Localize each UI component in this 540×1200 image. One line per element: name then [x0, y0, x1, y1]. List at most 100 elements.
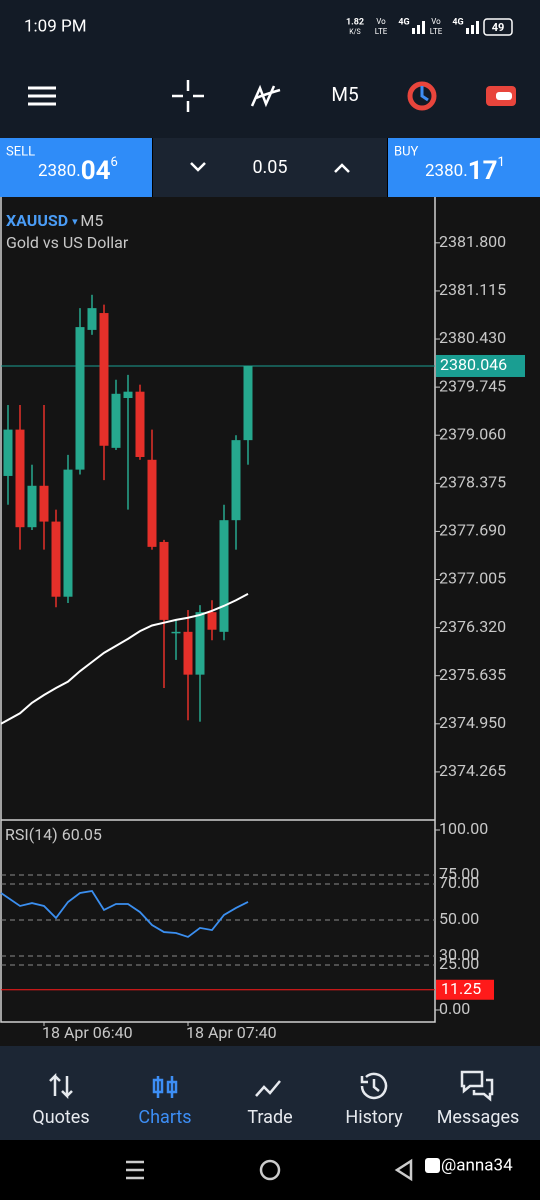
- price-tick-label: 2381.115: [439, 280, 506, 299]
- quotes-icon: [49, 1072, 73, 1100]
- objects-button[interactable]: [407, 81, 437, 111]
- home-button[interactable]: [259, 1159, 281, 1181]
- sell-button[interactable]: [0, 138, 152, 197]
- candle-body: [39, 485, 49, 522]
- candle-body: [99, 313, 109, 446]
- buy-price: 2380.171: [425, 155, 505, 185]
- moving-average: [0, 593, 249, 725]
- timeframe-button[interactable]: M5: [331, 83, 358, 106]
- volume-down[interactable]: [190, 162, 206, 172]
- network: 4G: [452, 17, 463, 27]
- rsi-label: RSI(14) 60.05: [5, 825, 102, 844]
- candle-body: [123, 391, 133, 399]
- nav-label[interactable]: Trade: [247, 1107, 292, 1128]
- trade-icon: [255, 1080, 281, 1097]
- volume-panel: [153, 138, 387, 197]
- current-price-label: 2380.046: [440, 355, 507, 374]
- top-bar: [0, 0, 540, 138]
- battery-icon: [483, 18, 513, 36]
- volume[interactable]: 0.05: [252, 157, 287, 178]
- candle-body: [75, 327, 85, 470]
- nav-label[interactable]: Quotes: [32, 1107, 89, 1128]
- chart-background: [0, 197, 540, 1046]
- price-big: 17: [468, 156, 498, 186]
- price-tick-label: 2376.320: [439, 617, 506, 636]
- rsi-tick-label: 75.00: [439, 864, 479, 883]
- rsi-tick-label: 0.00: [439, 999, 470, 1018]
- trade-icon: [496, 92, 512, 100]
- sell-price: 2380.046: [38, 155, 118, 185]
- nav-label[interactable]: Charts: [138, 1107, 191, 1128]
- price-tick-label: 2380.430: [439, 328, 506, 347]
- candle-body: [27, 485, 37, 528]
- price-tick-label: 2378.375: [439, 473, 506, 492]
- back-button[interactable]: [394, 1158, 413, 1182]
- facebook-icon: [425, 1158, 440, 1173]
- price-tick-label: 2375.635: [439, 665, 506, 684]
- price-tick-label: 2379.745: [439, 376, 506, 395]
- candle-body: [243, 365, 253, 441]
- price-sup: 6: [111, 155, 118, 170]
- volume-up[interactable]: [334, 163, 350, 173]
- price-tick-label: 2374.950: [439, 713, 506, 732]
- candle-body: [63, 469, 73, 597]
- price-main: 2380.: [38, 161, 81, 181]
- history-icon: [360, 1072, 388, 1100]
- network: 4G: [398, 17, 409, 27]
- messages-icon: [460, 1070, 494, 1102]
- indicators-button[interactable]: [250, 84, 281, 108]
- candle-body: [87, 308, 97, 330]
- sell-label: SELL: [6, 144, 35, 159]
- symbol: XAUUSD: [6, 211, 68, 230]
- rsi-tick-label: 70.00: [439, 873, 479, 892]
- net-speed: 1.82: [346, 17, 364, 27]
- time-label: 18 Apr 06:40: [42, 1023, 133, 1042]
- nav-label[interactable]: Messages: [437, 1107, 520, 1128]
- price-tick-label: 2381.800: [439, 232, 506, 251]
- menu-button[interactable]: [28, 86, 56, 106]
- chart-header: XAUUSD ▾ M5: [6, 211, 103, 230]
- battery-level: 49: [492, 21, 505, 34]
- price-tick-label: 2374.265: [439, 761, 506, 780]
- rsi-tick-label: 30.00: [439, 945, 479, 964]
- candle-body: [195, 612, 205, 675]
- nav-label[interactable]: History: [345, 1107, 403, 1128]
- candle-body: [207, 612, 217, 630]
- rsi-alert-tag: [436, 979, 494, 1000]
- candle-body: [111, 393, 121, 448]
- buy-button[interactable]: [388, 138, 540, 197]
- signal-icon: [412, 21, 425, 34]
- rsi-line: [0, 890, 249, 938]
- candle-body: [171, 631, 181, 634]
- objects-icon: [420, 86, 429, 102]
- rsi-tick-label: 25.00: [439, 954, 479, 973]
- symbol-description: Gold vs US Dollar: [6, 233, 129, 252]
- watermark: @anna34: [441, 1155, 513, 1175]
- recents-button[interactable]: [126, 1160, 144, 1180]
- candle-body: [231, 440, 241, 521]
- price-main: 2380.: [425, 161, 468, 181]
- price-tick-label: 2377.005: [439, 569, 506, 588]
- time-label: 18 Apr 07:40: [186, 1023, 277, 1042]
- crosshair-button[interactable]: [172, 80, 204, 112]
- candle-body: [135, 391, 145, 457]
- volte: Vo: [376, 17, 386, 26]
- signal-icon: [466, 21, 479, 34]
- volte: LTE: [430, 27, 443, 36]
- buy-label: BUY: [394, 144, 419, 159]
- chart-frame: [0, 197, 436, 1023]
- volte: Vo: [431, 17, 441, 26]
- candle-body: [159, 541, 169, 620]
- candle-body: [51, 521, 61, 597]
- rsi-alert-label: 11.25: [441, 979, 481, 998]
- price-tick-label: 2379.060: [439, 424, 506, 443]
- price-tick-label: 2377.690: [439, 521, 506, 540]
- candle-body: [183, 631, 193, 675]
- candle-body: [147, 459, 157, 547]
- candle-body: [3, 429, 13, 476]
- status-time: 1:09 PM: [24, 16, 87, 36]
- volte: LTE: [375, 27, 388, 36]
- price-sup: 1: [498, 155, 505, 170]
